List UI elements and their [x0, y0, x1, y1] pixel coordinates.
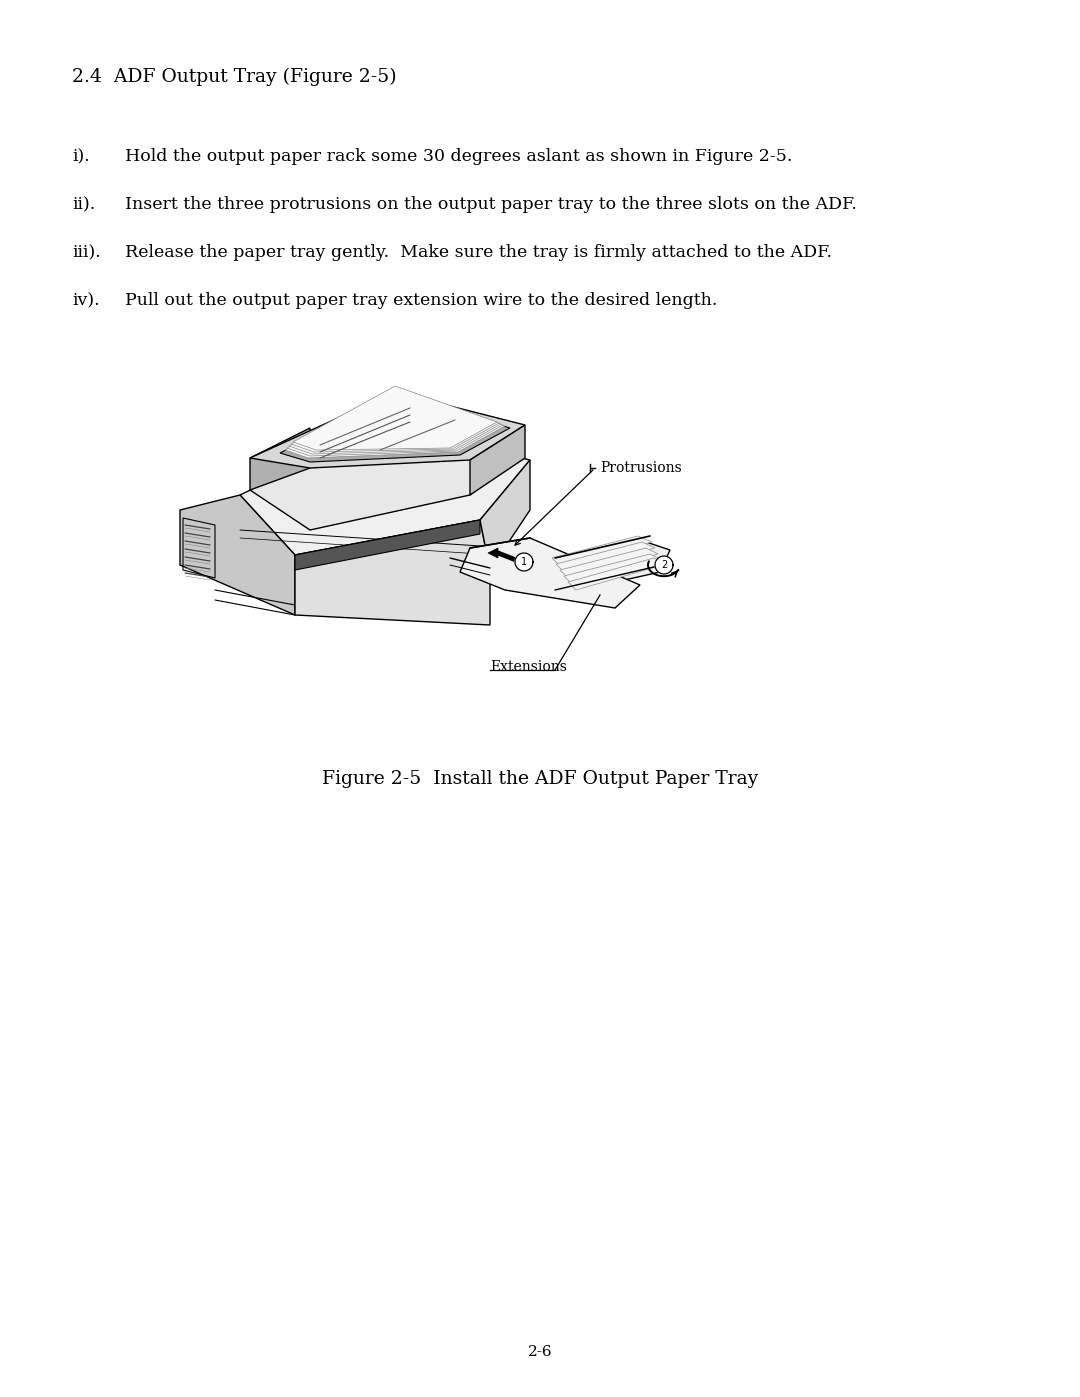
Text: Pull out the output paper tray extension wire to the desired length.: Pull out the output paper tray extension… — [125, 292, 717, 309]
Polygon shape — [249, 422, 519, 529]
Polygon shape — [295, 520, 480, 570]
Text: iv).: iv). — [72, 292, 99, 309]
Text: 2: 2 — [661, 560, 667, 570]
Polygon shape — [564, 555, 662, 584]
Text: Insert the three protrusions on the output paper tray to the three slots on the : Insert the three protrusions on the outp… — [125, 196, 856, 212]
Polygon shape — [561, 548, 658, 578]
Text: Extensions: Extensions — [490, 659, 567, 673]
Polygon shape — [249, 427, 310, 490]
Polygon shape — [293, 386, 497, 450]
Polygon shape — [289, 390, 501, 454]
Text: 2-6: 2-6 — [528, 1345, 552, 1359]
Polygon shape — [568, 557, 666, 590]
Polygon shape — [548, 541, 670, 590]
Text: Figure 2-5  Install the ADF Output Paper Tray: Figure 2-5 Install the ADF Output Paper … — [322, 770, 758, 788]
Text: i).: i). — [72, 148, 90, 165]
Polygon shape — [285, 394, 505, 458]
Polygon shape — [291, 388, 499, 453]
Text: 2.4  ADF Output Tray (Figure 2-5): 2.4 ADF Output Tray (Figure 2-5) — [72, 68, 396, 87]
Polygon shape — [480, 460, 530, 570]
Polygon shape — [556, 542, 654, 571]
Text: Hold the output paper rack some 30 degrees aslant as shown in Figure 2-5.: Hold the output paper rack some 30 degre… — [125, 148, 793, 165]
Polygon shape — [470, 425, 525, 495]
Text: Release the paper tray gently.  Make sure the tray is firmly attached to the ADF: Release the paper tray gently. Make sure… — [125, 244, 832, 261]
Text: Protrusions: Protrusions — [600, 461, 681, 475]
Polygon shape — [280, 395, 510, 462]
Polygon shape — [460, 538, 640, 608]
Polygon shape — [488, 548, 498, 557]
Polygon shape — [654, 556, 673, 574]
Polygon shape — [240, 425, 530, 555]
Text: 1: 1 — [521, 557, 527, 567]
Polygon shape — [287, 393, 503, 455]
Text: iii).: iii). — [72, 244, 100, 261]
Polygon shape — [515, 553, 534, 571]
Polygon shape — [249, 393, 525, 468]
Polygon shape — [295, 520, 490, 624]
Polygon shape — [552, 536, 652, 566]
Polygon shape — [180, 495, 295, 615]
Text: ii).: ii). — [72, 196, 95, 212]
